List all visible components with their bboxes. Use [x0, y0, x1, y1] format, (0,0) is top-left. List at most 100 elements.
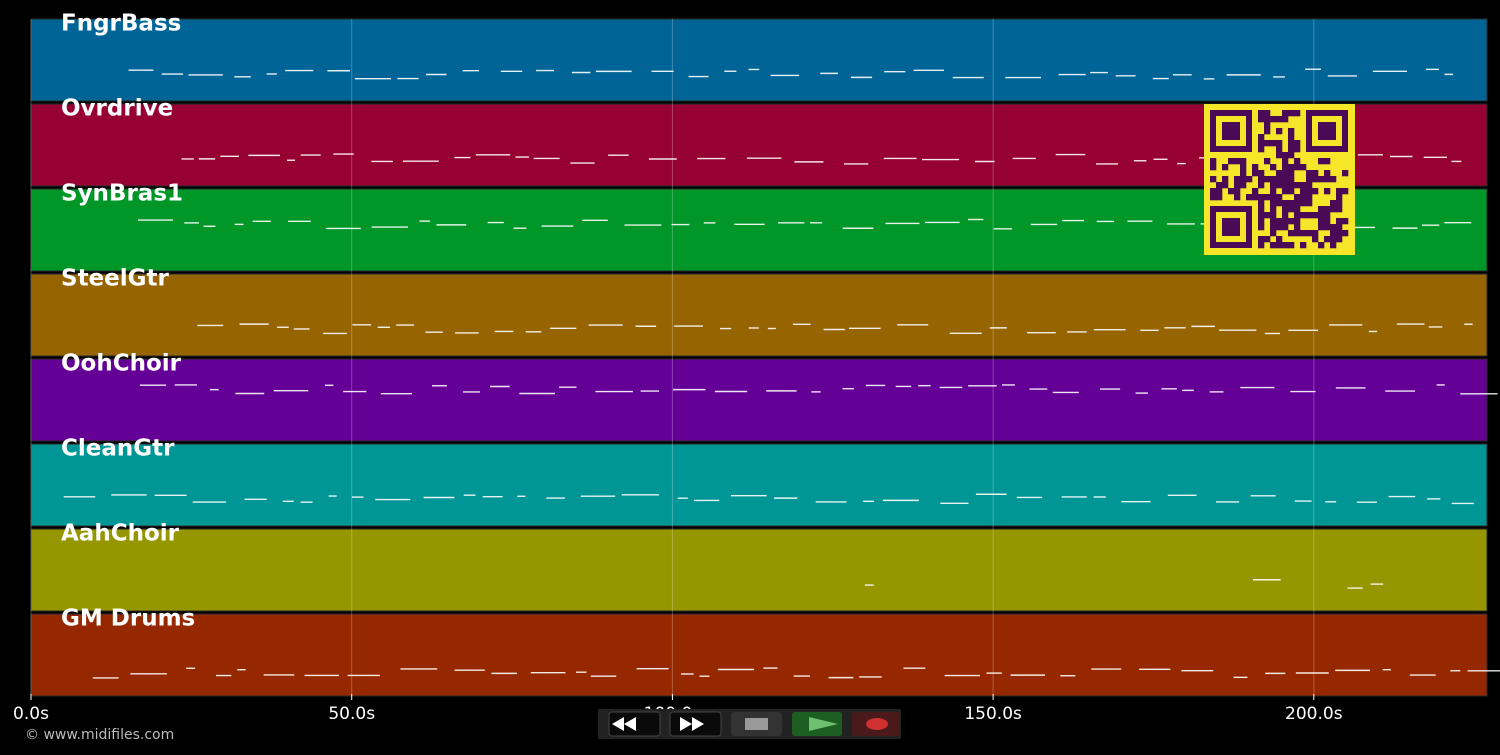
qr-module — [1258, 176, 1265, 183]
qr-module — [1330, 176, 1337, 183]
qr-module — [1282, 188, 1289, 195]
qr-module — [1264, 158, 1271, 165]
qr-module — [1336, 236, 1343, 243]
qr-module — [1252, 164, 1259, 171]
qr-module — [1240, 170, 1247, 177]
qr-module — [1300, 194, 1307, 201]
qr-module — [1288, 170, 1295, 177]
qr-module — [1234, 194, 1241, 201]
qr-module — [1294, 194, 1301, 201]
qr-module — [1306, 170, 1313, 177]
track-name: OohChoir — [61, 351, 182, 377]
qr-module — [1300, 242, 1307, 249]
qr-module — [1324, 236, 1331, 243]
qr-module — [1288, 218, 1295, 225]
qr-module — [1282, 212, 1289, 219]
qr-module — [1234, 188, 1241, 195]
qr-module — [1312, 188, 1319, 195]
qr-module — [1276, 128, 1283, 135]
qr-module — [1270, 200, 1277, 207]
qr-module — [1210, 194, 1217, 201]
qr-module — [1282, 224, 1289, 231]
qr-module — [1288, 176, 1295, 183]
qr-module — [1210, 164, 1217, 171]
notes — [128, 68, 1454, 80]
qr-finder — [1210, 110, 1252, 152]
qr-module — [1246, 176, 1253, 183]
qr-module — [1276, 152, 1283, 159]
qr-module — [1288, 200, 1295, 207]
qr-module — [1288, 182, 1295, 189]
qr-module — [1294, 182, 1301, 189]
qr-module — [1234, 182, 1241, 189]
qr-module — [1336, 194, 1343, 201]
qr-module — [1288, 134, 1295, 141]
qr-module — [1288, 110, 1295, 117]
qr-module — [1294, 206, 1301, 213]
qr-code — [1204, 104, 1355, 255]
track-name: SynBras1 — [61, 181, 183, 207]
qr-finder — [1306, 110, 1348, 152]
qr-module — [1282, 182, 1289, 189]
qr-module — [1294, 218, 1301, 225]
qr-module — [1264, 176, 1271, 183]
qr-module — [1342, 218, 1349, 225]
qr-module — [1246, 194, 1253, 201]
qr-module — [1258, 140, 1265, 147]
tick-label: 0.0s — [13, 704, 49, 724]
qr-module — [1288, 206, 1295, 213]
qr-module — [1330, 224, 1337, 231]
qr-module — [1336, 206, 1343, 213]
qr-module — [1276, 242, 1283, 249]
qr-module — [1294, 110, 1301, 117]
qr-module — [1300, 182, 1307, 189]
qr-module — [1276, 176, 1283, 183]
qr-module — [1282, 158, 1289, 165]
qr-module — [1300, 230, 1307, 237]
record-button[interactable] — [852, 712, 900, 736]
qr-module — [1294, 230, 1301, 237]
qr-module — [1300, 164, 1307, 171]
qr-module — [1294, 200, 1301, 207]
qr-module — [1288, 188, 1295, 195]
qr-module — [1306, 200, 1313, 207]
qr-module — [1324, 188, 1331, 195]
qr-module — [1270, 116, 1277, 123]
qr-module — [1324, 158, 1331, 165]
qr-module — [1282, 116, 1289, 123]
qr-module — [1210, 176, 1217, 183]
qr-module — [1318, 242, 1325, 249]
qr-module — [1306, 188, 1313, 195]
tick-label: 150.0s — [964, 704, 1022, 724]
play-button[interactable] — [792, 712, 842, 736]
qr-module — [1324, 170, 1331, 177]
qr-module — [1282, 176, 1289, 183]
qr-module — [1258, 236, 1265, 243]
qr-module — [1222, 176, 1229, 183]
qr-module — [1300, 200, 1307, 207]
stop-button[interactable] — [731, 712, 782, 736]
qr-module — [1276, 224, 1283, 231]
qr-module — [1258, 110, 1265, 117]
qr-module — [1276, 236, 1283, 243]
qr-module — [1294, 164, 1301, 171]
qr-module — [1252, 188, 1259, 195]
track-name: SteelGtr — [61, 266, 170, 292]
qr-module — [1324, 218, 1331, 225]
qr-module — [1276, 200, 1283, 207]
qr-module — [1336, 188, 1343, 195]
rewind-button[interactable] — [608, 711, 661, 737]
qr-module — [1336, 230, 1343, 237]
notes — [139, 384, 1498, 395]
qr-module — [1312, 176, 1319, 183]
qr-module — [1276, 182, 1283, 189]
qr-module — [1294, 146, 1301, 153]
qr-module — [1264, 122, 1271, 129]
qr-module — [1336, 200, 1343, 207]
qr-module — [1294, 224, 1301, 231]
qr-module — [1324, 212, 1331, 219]
qr-module — [1282, 218, 1289, 225]
qr-module — [1234, 158, 1241, 165]
fast-forward-button[interactable] — [669, 711, 722, 737]
